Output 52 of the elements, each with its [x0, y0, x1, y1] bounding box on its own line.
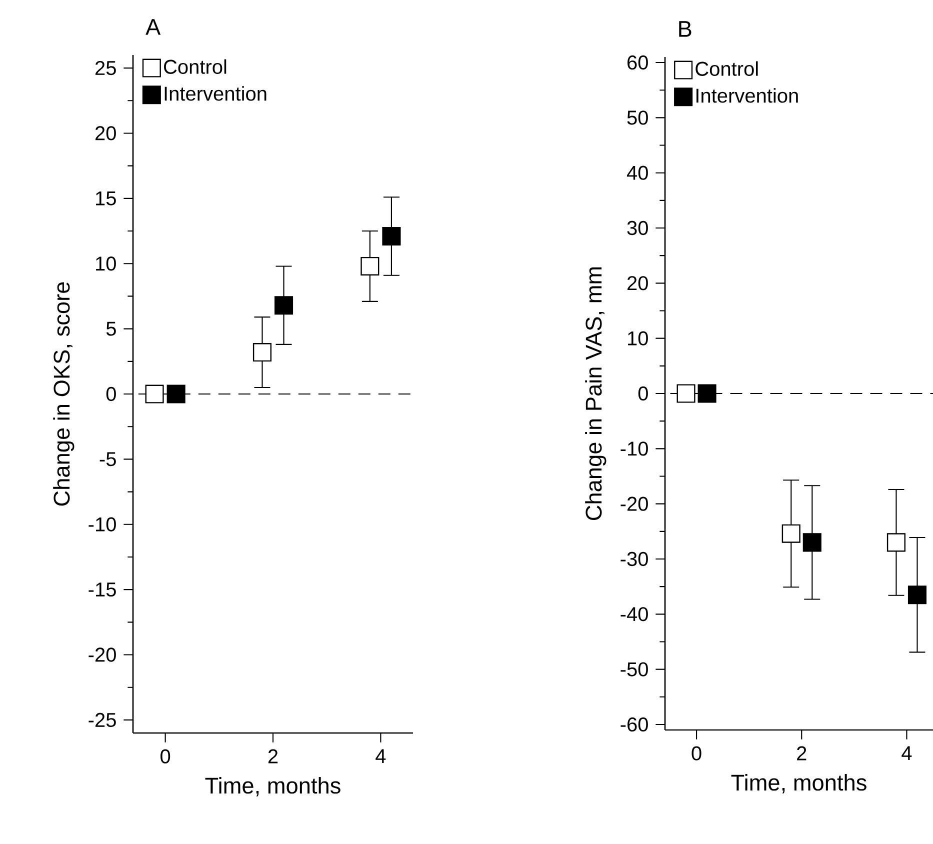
- point: [274, 296, 294, 315]
- x-tick-label: 4: [902, 746, 912, 760]
- y-tick-label: 25: [95, 60, 116, 76]
- point: [908, 586, 926, 604]
- y-tick-label: 50: [627, 110, 648, 125]
- y-tick-label: 20: [95, 126, 116, 140]
- y-tick-label: 10: [96, 256, 116, 271]
- y-tick-label: 40: [626, 166, 648, 180]
- y-tick-label: 15: [96, 191, 116, 206]
- y-tick-label: 5: [106, 322, 116, 336]
- y-tick-label: -15: [88, 582, 116, 597]
- x-tick-label: 0: [692, 746, 702, 760]
- x-axis-title: Time, months: [731, 774, 866, 794]
- y-tick-label: -5: [100, 452, 116, 466]
- legend-label: Control: [164, 59, 226, 74]
- point: [252, 343, 272, 362]
- legend-label: Intervention: [164, 86, 266, 101]
- y-tick-label: -10: [88, 517, 116, 532]
- x-tick-label: 4: [376, 749, 386, 764]
- y-tick-label: 0: [106, 386, 116, 402]
- y-tick-label: -60: [620, 717, 648, 732]
- chart-title: B: [679, 21, 692, 37]
- y-axis-title: Change in Pain VAS, mm: [585, 267, 606, 520]
- y-tick-label: -40: [620, 607, 648, 622]
- y-axis-title: Change in OKS, score: [53, 282, 74, 506]
- x-tick-label: 2: [797, 746, 806, 760]
- y-tick-label: -20: [620, 496, 648, 511]
- y-tick-label: 20: [627, 276, 648, 290]
- x-axis-title: Time, months: [205, 777, 340, 796]
- y-tick-label: -50: [620, 662, 648, 676]
- y-tick-label: -25: [88, 712, 116, 728]
- y-tick-label: 30: [627, 220, 648, 236]
- point: [782, 524, 800, 543]
- chart-title: A: [146, 19, 161, 35]
- y-tick-label: -30: [620, 552, 648, 566]
- point: [676, 384, 696, 403]
- point: [802, 533, 822, 552]
- point: [166, 384, 186, 404]
- point: [886, 533, 906, 552]
- point: [145, 384, 164, 404]
- legend-label: Intervention: [696, 88, 798, 103]
- x-tick-label: 2: [268, 749, 278, 764]
- y-tick-label: 60: [628, 55, 648, 70]
- point: [360, 256, 380, 276]
- x-tick-label: 0: [160, 749, 170, 764]
- point: [698, 384, 716, 403]
- y-tick-label: 10: [628, 331, 648, 346]
- y-tick-label: 0: [638, 386, 648, 401]
- point: [382, 226, 401, 246]
- y-tick-label: -10: [620, 442, 648, 456]
- legend-label: Control: [696, 61, 758, 76]
- y-tick-label: -20: [88, 648, 116, 662]
